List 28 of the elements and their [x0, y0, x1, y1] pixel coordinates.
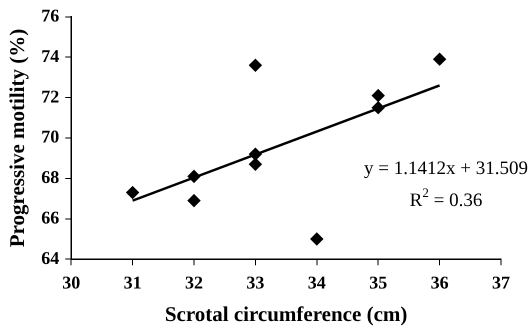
x-axis-title: Scrotal circumference (cm) [164, 302, 408, 326]
y-tick-label: 64 [41, 248, 60, 268]
y-tick-label: 74 [41, 46, 60, 66]
x-tick-label: 31 [124, 272, 142, 293]
point [248, 158, 262, 171]
x-tick-label: 32 [185, 272, 203, 293]
x-tick-label: 33 [246, 272, 264, 293]
y-tick-label: 76 [41, 5, 60, 26]
point [126, 186, 140, 200]
point [310, 232, 324, 246]
point [188, 170, 200, 183]
point [248, 148, 262, 161]
point [372, 101, 385, 114]
point [433, 52, 446, 66]
x-tick-label: 30 [62, 272, 80, 293]
annotation: y = 1.1412x + 31.509 [364, 158, 528, 179]
y-tick-label: 68 [41, 167, 60, 188]
y-tick-label: 70 [41, 126, 60, 147]
point [248, 58, 262, 72]
x-tick-label: 36 [430, 272, 449, 293]
y-tick-label: 72 [41, 86, 60, 106]
point [188, 194, 200, 208]
y-tick-label: 66 [41, 207, 60, 228]
x-tick-label: 34 [308, 272, 326, 293]
point [372, 89, 385, 102]
y-axis-title: Progressive motility (%) [5, 28, 30, 248]
x-tick-label: 35 [369, 272, 388, 293]
x-tick-label: 37 [492, 272, 510, 293]
